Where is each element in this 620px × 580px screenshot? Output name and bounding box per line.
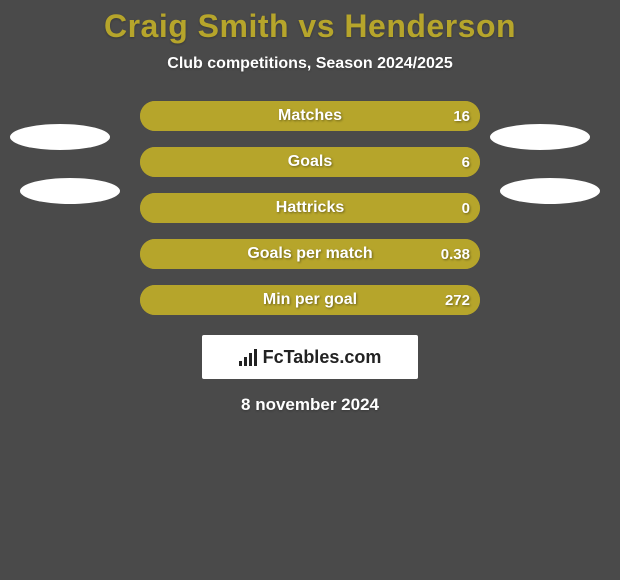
bar-chart-icon [239,348,257,366]
comparison-infographic: Craig Smith vs Henderson Club competitio… [0,0,620,580]
stat-label: Goals per match [247,245,372,263]
logo-box: FcTables.com [202,335,418,379]
subtitle: Club competitions, Season 2024/2025 [0,55,620,73]
stat-value: 16 [453,108,470,125]
logo-text: FcTables.com [263,347,382,368]
stat-row: Goals 6 [0,147,620,177]
decorative-ellipse [20,178,120,204]
stat-row: Min per goal 272 [0,285,620,315]
decorative-ellipse [500,178,600,204]
decorative-ellipse [10,124,110,150]
decorative-ellipse [490,124,590,150]
stat-row: Goals per match 0.38 [0,239,620,269]
stat-label: Hattricks [276,199,344,217]
stat-value: 6 [462,154,470,171]
stat-label: Min per goal [263,291,357,309]
date-label: 8 november 2024 [0,395,620,415]
page-title: Craig Smith vs Henderson [0,0,620,45]
stat-value: 0.38 [441,246,470,263]
stat-label: Matches [278,107,342,125]
stat-value: 0 [462,200,470,217]
stat-value: 272 [445,292,470,309]
stat-label: Goals [288,153,332,171]
